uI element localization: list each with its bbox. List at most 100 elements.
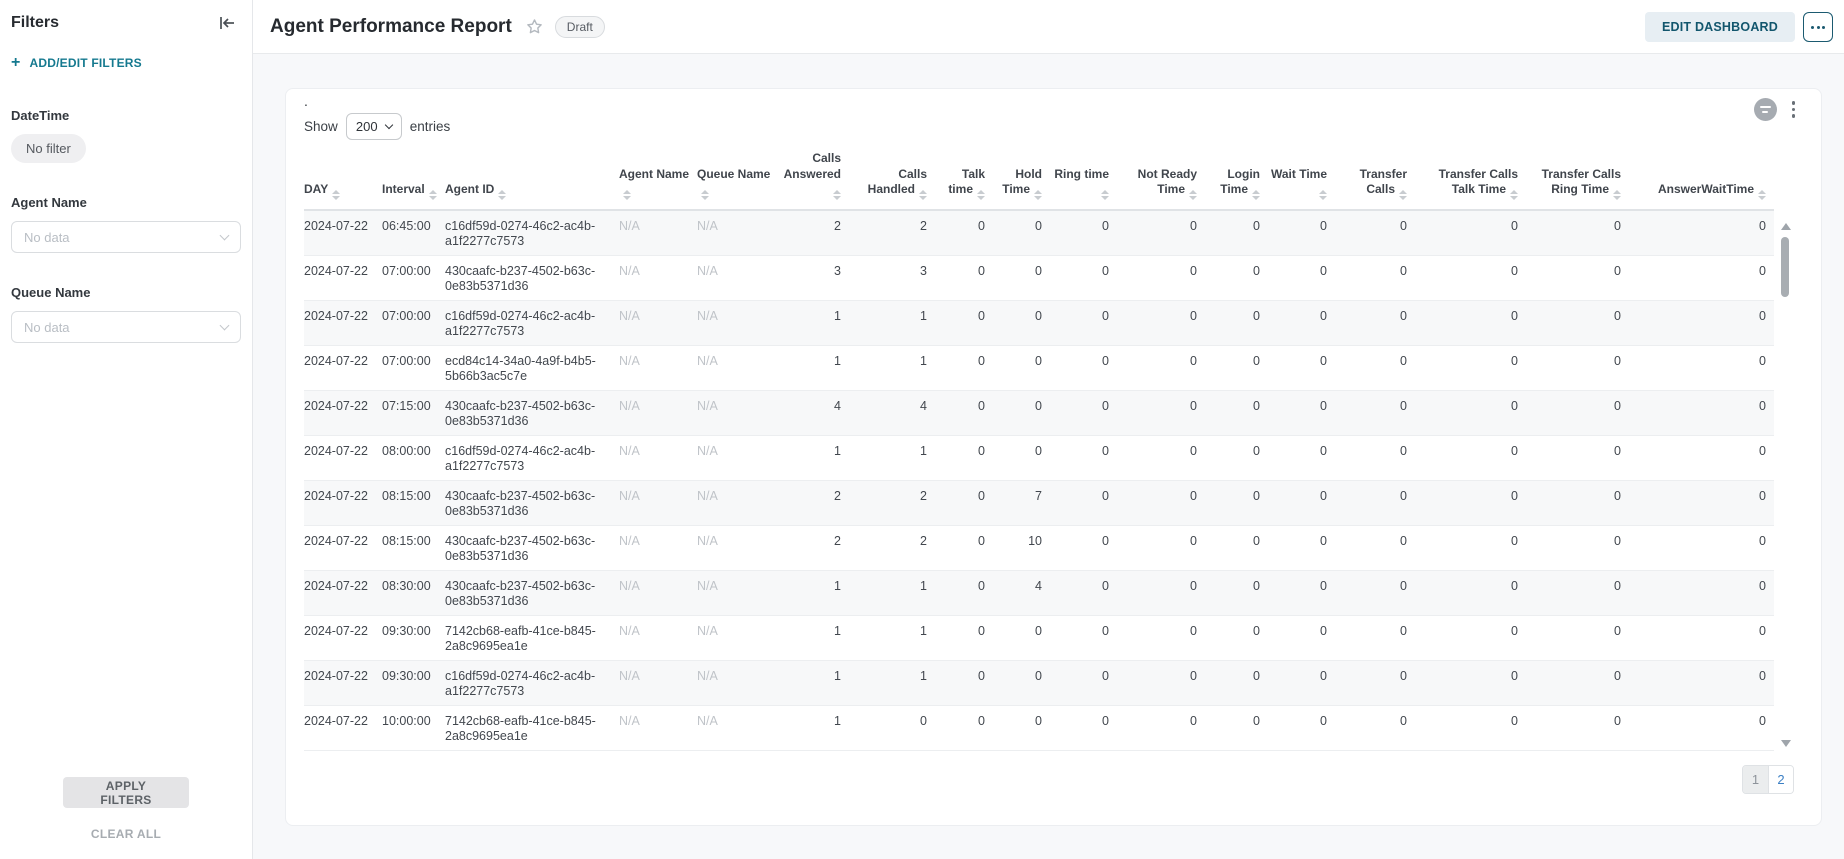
table-row: 2024-07-22 09:30:00 c16df59d-0274-46c2-ac4… [304, 660, 1774, 706]
column-header-transfer-calls-ring-time[interactable]: Transfer Calls Ring Time [1526, 151, 1629, 212]
cell-interval: 07:00:00 [382, 300, 445, 346]
cell-queue-name: N/A [697, 525, 779, 571]
cell-day: 2024-07-22 [304, 255, 382, 301]
edit-dashboard-button[interactable]: EDIT DASHBOARD [1645, 12, 1795, 42]
sort-down-icon [1189, 196, 1197, 201]
cell-wait-time: 0 [1268, 570, 1335, 616]
column-header-calls-handled[interactable]: Calls Handled [849, 151, 935, 212]
column-header-day[interactable]: DAY [304, 151, 382, 212]
cell-calls-answered: 4 [779, 390, 849, 436]
cell-agent-id: 7142cb68-eafb-41ce-b845-2a8c9695ea1e [445, 705, 619, 751]
column-header-hold-time[interactable]: Hold Time [993, 151, 1050, 212]
sort-down-icon [1510, 196, 1518, 201]
cell-answerwaittime: 0 [1629, 345, 1774, 391]
cell-ring-time: 0 [1050, 615, 1117, 661]
cell-transfer-calls-talk-time: 0 [1415, 525, 1526, 571]
cell-agent-name: N/A [619, 705, 697, 751]
sort-up-icon [1319, 190, 1327, 195]
page-size-select[interactable]: 200 [345, 113, 402, 140]
cell-queue-name: N/A [697, 435, 779, 481]
column-header-queue-name[interactable]: Queue Name [697, 151, 779, 212]
column-header-not-ready-time[interactable]: Not Ready Time [1117, 151, 1205, 212]
scroll-down-icon[interactable] [1781, 740, 1791, 747]
sort-down-icon [498, 196, 507, 201]
add-edit-filters-button[interactable]: + ADD/EDIT FILTERS [11, 54, 241, 71]
column-header-interval[interactable]: Interval [382, 151, 445, 212]
filter-chip[interactable]: No filter [11, 134, 86, 163]
cell-day: 2024-07-22 [304, 435, 382, 481]
cell-wait-time: 0 [1268, 435, 1335, 481]
cell-calls-handled: 1 [849, 570, 935, 616]
cell-not-ready-time: 0 [1117, 435, 1205, 481]
column-header-wait-time[interactable]: Wait Time [1268, 151, 1335, 212]
column-header-ring-time[interactable]: Ring time [1050, 151, 1117, 212]
sort-up-icon [833, 190, 841, 195]
apply-filters-button[interactable]: APPLY FILTERS [63, 777, 189, 808]
cell-wait-time: 0 [1268, 525, 1335, 571]
column-header-agent-id[interactable]: Agent ID [445, 151, 619, 212]
column-label: Interval [382, 182, 425, 197]
scroll-up-icon[interactable] [1781, 223, 1791, 230]
column-header-answerwaittime[interactable]: AnswerWaitTime [1629, 151, 1774, 212]
cell-hold-time: 0 [993, 300, 1050, 346]
cell-not-ready-time: 0 [1117, 525, 1205, 571]
cell-not-ready-time: 0 [1117, 390, 1205, 436]
cell-answerwaittime: 0 [1629, 300, 1774, 346]
column-header-agent-name[interactable]: Agent Name [619, 151, 697, 212]
cell-login-time: 0 [1205, 480, 1268, 526]
cell-ring-time: 0 [1050, 255, 1117, 301]
page-size-value: 200 [355, 119, 378, 134]
cell-login-time: 0 [1205, 300, 1268, 346]
cell-queue-name: N/A [697, 255, 779, 301]
star-icon[interactable] [526, 18, 543, 35]
cell-wait-time: 0 [1268, 345, 1335, 391]
cell-not-ready-time: 0 [1117, 705, 1205, 751]
cell-transfer-calls-ring-time: 0 [1526, 570, 1629, 616]
table-row: 2024-07-22 07:00:00 430caafc-b237-4502-b63… [304, 255, 1774, 301]
filter-select[interactable]: No data [11, 311, 241, 343]
sort-up-icon [1758, 190, 1766, 195]
clear-all-button[interactable]: CLEAR ALL [90, 827, 162, 841]
table-row: 2024-07-22 07:00:00 ecd84c14-34a0-4a9f-b4b… [304, 345, 1774, 391]
page-button-1[interactable]: 1 [1743, 766, 1768, 793]
sort-icon [833, 190, 841, 201]
cell-calls-handled: 2 [849, 480, 935, 526]
sort-icon [1189, 190, 1197, 201]
cell-login-time: 0 [1205, 660, 1268, 706]
plus-icon: + [11, 54, 21, 71]
collapse-sidebar-icon[interactable] [215, 11, 239, 35]
cell-agent-id: c16df59d-0274-46c2-ac4b-a1f2277c7573 [445, 300, 619, 346]
cell-not-ready-time: 0 [1117, 660, 1205, 706]
sort-icon [332, 190, 341, 201]
sort-icon [1252, 190, 1260, 201]
filter-label: Agent Name [11, 195, 87, 210]
cell-ring-time: 0 [1050, 525, 1117, 571]
sort-icon [701, 190, 709, 201]
sort-down-icon [1758, 196, 1766, 201]
column-header-transfer-calls-talk-time[interactable]: Transfer Calls Talk Time [1415, 151, 1526, 212]
cell-agent-id: ecd84c14-34a0-4a9f-b4b5-5b66b3ac5c7e [445, 345, 619, 391]
filters-title: Filters [11, 14, 60, 31]
column-header-talk-time[interactable]: Talk time [935, 151, 993, 212]
cell-login-time: 0 [1205, 615, 1268, 661]
filter-select[interactable]: No data [11, 221, 241, 253]
column-header-calls-answered[interactable]: Calls Answered [779, 151, 849, 212]
column-header-login-time[interactable]: Login Time [1205, 151, 1268, 212]
filter-circle-icon[interactable] [1753, 98, 1777, 121]
page-button-2[interactable]: 2 [1768, 766, 1793, 793]
cell-talk-time: 0 [935, 705, 993, 751]
cell-queue-name: N/A [697, 660, 779, 706]
cell-transfer-calls: 0 [1335, 480, 1415, 526]
column-header-transfer-calls[interactable]: Transfer Calls [1335, 151, 1415, 212]
cell-agent-name: N/A [619, 435, 697, 481]
cell-ring-time: 0 [1050, 435, 1117, 481]
more-options-icon[interactable] [1803, 12, 1833, 42]
cell-interval: 07:00:00 [382, 345, 445, 391]
cell-transfer-calls: 0 [1335, 705, 1415, 751]
scrollbar-thumb[interactable] [1781, 237, 1789, 297]
cell-transfer-calls-ring-time: 0 [1526, 255, 1629, 301]
table-row: 2024-07-22 06:45:00 c16df59d-0274-46c2-ac4… [304, 210, 1774, 256]
kebab-menu-icon[interactable] [1790, 99, 1798, 120]
table-row: 2024-07-22 07:00:00 c16df59d-0274-46c2-ac4… [304, 300, 1774, 346]
report-widget-card: . Show 200 entries DAY Interval Agent ID Ag… [285, 88, 1822, 826]
